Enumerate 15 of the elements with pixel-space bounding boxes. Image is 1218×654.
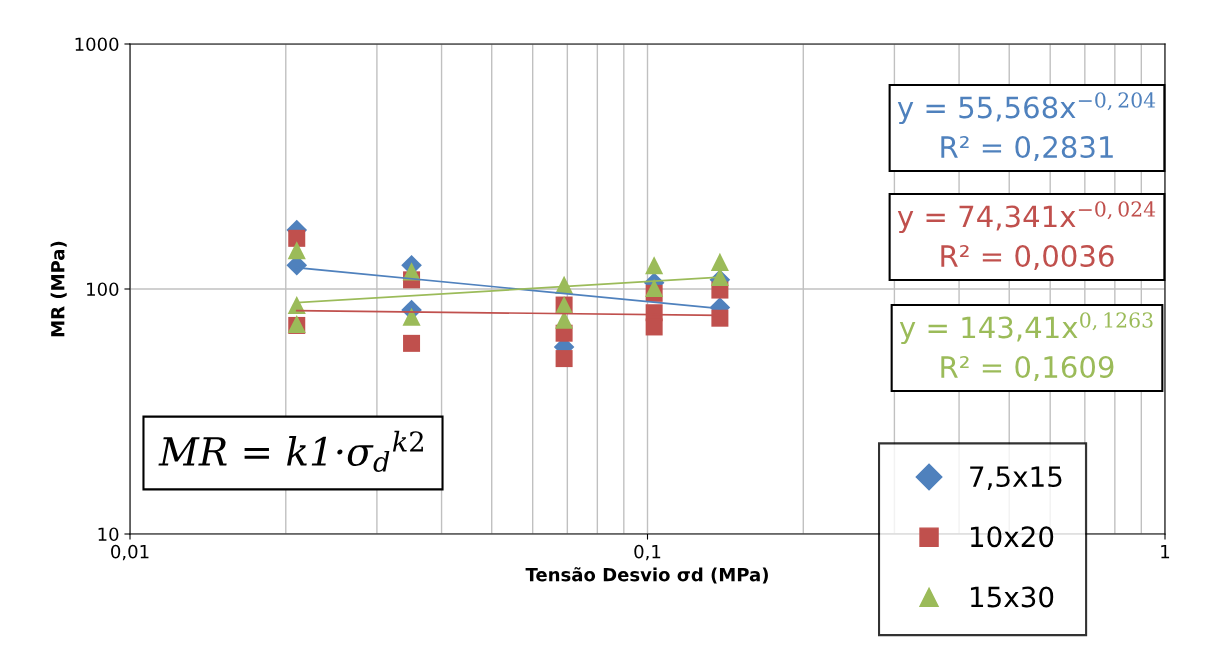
y-tick-label: 10 (98, 527, 119, 542)
legend-label: 7,5x15 (970, 466, 1062, 490)
text: y = 74,341x$^{−0,024}$ R² = 0,0036 (897, 201, 1156, 271)
text: y = 55,568x$^{−0,204}$ R² = 0,2831 (897, 92, 1156, 162)
x-tick-label: 1 (1161, 544, 1170, 559)
x-tick-label: 0,1 (634, 544, 661, 561)
legend-label: 10x20 (970, 526, 1054, 548)
x-tick-label: 0,01 (111, 544, 149, 561)
legend-label: 15x30 (970, 586, 1054, 608)
annotation: MR = k1·σ$_{d}$$^{k2}$ (158, 430, 423, 472)
y-tick-label: 100 (87, 282, 119, 297)
y-tick-label: 1000 (75, 37, 119, 52)
y-axis-title: MR (MPa) (50, 241, 67, 337)
x-axis-title: Tensão Desvio σd (MPa) (525, 567, 768, 584)
text: y = 143,41x$^{0,1263}$ R² = 0,1609 (899, 312, 1153, 382)
